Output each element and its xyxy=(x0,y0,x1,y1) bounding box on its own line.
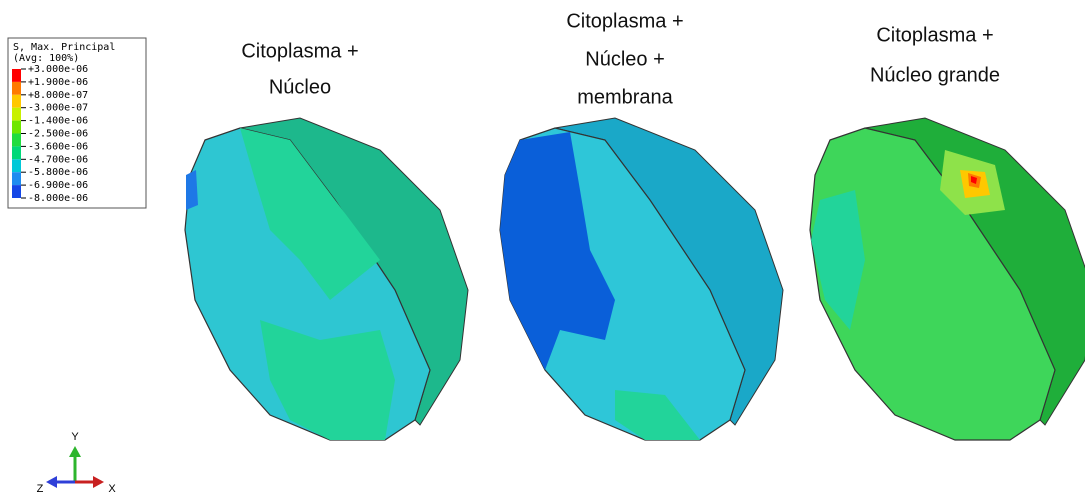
legend-label: -1.400e-06 xyxy=(28,116,88,127)
caption-line: Núcleo grande xyxy=(870,64,1000,86)
legend-subtitle: (Avg: 100%) xyxy=(13,53,79,64)
model-2 xyxy=(499,117,784,441)
model-3 xyxy=(809,117,1085,441)
legend-swatch xyxy=(12,159,21,173)
legend-label: -6.900e-06 xyxy=(28,180,88,191)
caption-line: Núcleo + xyxy=(585,48,665,70)
legend-swatch xyxy=(12,146,21,160)
legend-swatch xyxy=(12,81,21,95)
triad-z: Z xyxy=(37,483,44,495)
legend-swatch xyxy=(12,133,21,147)
legend-box xyxy=(7,37,147,209)
model-1 xyxy=(184,117,469,441)
legend-swatch xyxy=(12,172,21,186)
legend-label: +1.900e-06 xyxy=(28,77,88,88)
legend-title: S, Max. Principal xyxy=(13,42,115,53)
legend-label: -4.700e-06 xyxy=(28,154,88,165)
captions: Citoplasma + Núcleo Citoplasma + Núcleo + me… xyxy=(241,10,1000,108)
legend-swatch xyxy=(12,94,21,108)
legend-label: -8.000e-06 xyxy=(28,193,88,204)
legend-label: -2.500e-06 xyxy=(28,129,88,140)
legend-swatch xyxy=(12,107,21,121)
legend-bar: +3.000e-06 +1.900e-06 +8.000e-07 -3.000e-07… xyxy=(12,64,88,204)
axis-triad: Y Z X xyxy=(37,431,117,495)
caption-line: Citoplasma + xyxy=(876,24,993,46)
caption-line: Núcleo xyxy=(269,76,331,98)
legend-label: -3.000e-07 xyxy=(28,103,88,114)
caption-line: Citoplasma + xyxy=(241,40,358,62)
legend-label: -5.800e-06 xyxy=(28,167,88,178)
triad-y: Y xyxy=(71,431,79,443)
legend-swatch xyxy=(12,120,21,134)
legend-swatch xyxy=(12,69,21,82)
legend-label: +8.000e-07 xyxy=(28,90,88,101)
legend-swatch xyxy=(12,185,21,198)
triad-x: X xyxy=(108,483,116,495)
legend-label: +3.000e-06 xyxy=(28,64,88,75)
caption-line: membrana xyxy=(577,86,673,108)
legend-label: -3.600e-06 xyxy=(28,141,88,152)
caption-line: Citoplasma + xyxy=(566,10,683,32)
